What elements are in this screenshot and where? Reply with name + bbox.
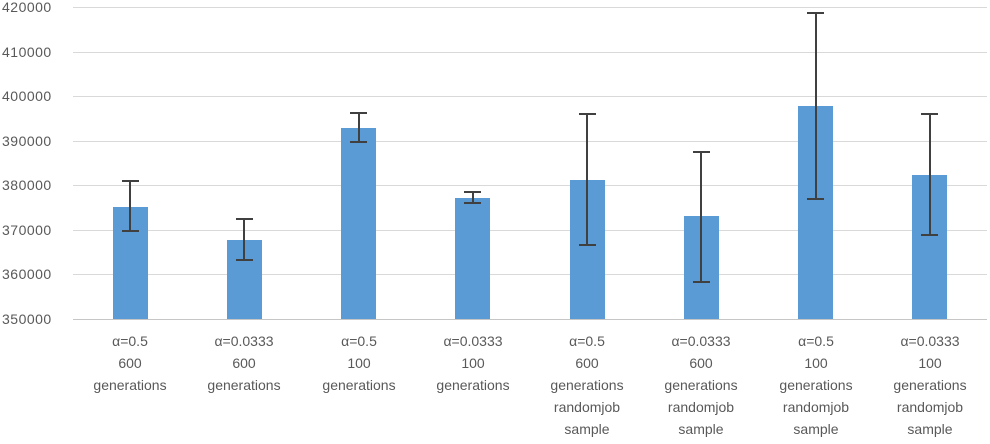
error-bar-cap-top: [122, 180, 139, 182]
x-category-label-line: generations: [550, 377, 624, 393]
gridline: [73, 96, 987, 97]
x-category-label-line: α=0.0333: [671, 333, 731, 349]
x-category-label-line: α=0.5: [569, 333, 605, 349]
x-category-label-line: α=0.0333: [443, 333, 503, 349]
error-bar-cap-top: [350, 112, 367, 114]
y-tick-label: 410000: [2, 44, 52, 60]
x-category-label: α=0.0333 600 generations: [187, 330, 301, 396]
y-tick-label: 390000: [2, 133, 52, 149]
bar: [455, 198, 490, 319]
x-axis-line: [73, 319, 987, 320]
gridline: [73, 7, 987, 8]
x-category-label-line: generations: [322, 377, 396, 393]
error-bar-cap-bottom: [807, 198, 824, 200]
x-category-label-line: randomjob: [896, 399, 964, 415]
x-category-label-line: generations: [779, 377, 853, 393]
y-tick-label: 420000: [2, 0, 52, 15]
x-category-label-line: sample: [907, 421, 953, 437]
x-category-label-line: 100: [804, 355, 828, 371]
error-bar-cap-bottom: [579, 244, 596, 246]
error-bar-cap-top: [579, 113, 596, 115]
x-category-label: α=0.0333 100 generations: [416, 330, 530, 396]
x-category-label-line: 100: [918, 355, 942, 371]
error-bar-line: [929, 114, 931, 235]
x-category-label-line: randomjob: [667, 399, 735, 415]
error-bar-line: [243, 219, 245, 260]
error-bar-line: [129, 181, 131, 231]
gridline: [73, 185, 987, 186]
x-category-label-line: randomjob: [782, 399, 850, 415]
error-bar-cap-bottom: [921, 234, 938, 236]
error-bar-cap-top: [921, 113, 938, 115]
x-category-label-line: α=0.0333: [900, 333, 960, 349]
gridline: [73, 141, 987, 142]
x-category-label-line: sample: [564, 421, 610, 437]
x-category-label-line: 100: [347, 355, 371, 371]
y-tick-label: 350000: [2, 311, 52, 327]
x-category-label: α=0.5 600 generations randomjob sample: [530, 330, 644, 440]
error-bar-line: [358, 113, 360, 142]
x-category-label-line: 600: [232, 355, 256, 371]
x-category-label: α=0.0333 600 generations randomjob sample: [644, 330, 758, 440]
y-tick-label: 360000: [2, 266, 52, 282]
error-bar-cap-bottom: [350, 141, 367, 143]
gridline: [73, 230, 987, 231]
x-category-label-line: α=0.5: [341, 333, 377, 349]
error-bar-cap-top: [693, 151, 710, 153]
x-category-label-line: α=0.5: [798, 333, 834, 349]
x-category-label-line: generations: [664, 377, 738, 393]
error-bar-line: [815, 13, 817, 199]
x-category-label: α=0.0333 100 generations randomjob sample: [873, 330, 987, 440]
gridline: [73, 52, 987, 53]
x-category-label-line: 100: [461, 355, 485, 371]
x-category-label: α=0.5 100 generations: [302, 330, 416, 396]
error-bar-cap-top: [464, 191, 481, 193]
x-category-label: α=0.5 100 generations randomjob sample: [759, 330, 873, 440]
x-category-label-line: 600: [575, 355, 599, 371]
x-category-label-line: α=0.5: [112, 333, 148, 349]
y-tick-label: 380000: [2, 177, 52, 193]
x-category-label-line: generations: [893, 377, 967, 393]
y-tick-label: 400000: [2, 88, 52, 104]
error-bar-line: [700, 152, 702, 282]
x-category-label: α=0.5 600 generations: [73, 330, 187, 396]
error-bar-cap-bottom: [693, 281, 710, 283]
error-bar-cap-bottom: [464, 202, 481, 204]
error-bar-cap-bottom: [122, 230, 139, 232]
error-bar-cap-bottom: [236, 259, 253, 261]
x-category-label-line: 600: [118, 355, 142, 371]
x-category-label-line: sample: [793, 421, 839, 437]
x-category-label-line: sample: [678, 421, 724, 437]
error-bar-line: [472, 192, 474, 203]
x-category-label-line: α=0.0333: [214, 333, 274, 349]
x-category-label-line: generations: [93, 377, 167, 393]
x-category-label-line: randomjob: [553, 399, 621, 415]
error-bar-cap-top: [236, 218, 253, 220]
x-category-label-line: generations: [207, 377, 281, 393]
gridline: [73, 274, 987, 275]
error-bar-line: [586, 114, 588, 245]
x-category-label-line: generations: [436, 377, 510, 393]
y-tick-label: 370000: [2, 222, 52, 238]
x-category-label-line: 600: [689, 355, 713, 371]
error-bar-cap-top: [807, 12, 824, 14]
bar: [341, 128, 376, 319]
